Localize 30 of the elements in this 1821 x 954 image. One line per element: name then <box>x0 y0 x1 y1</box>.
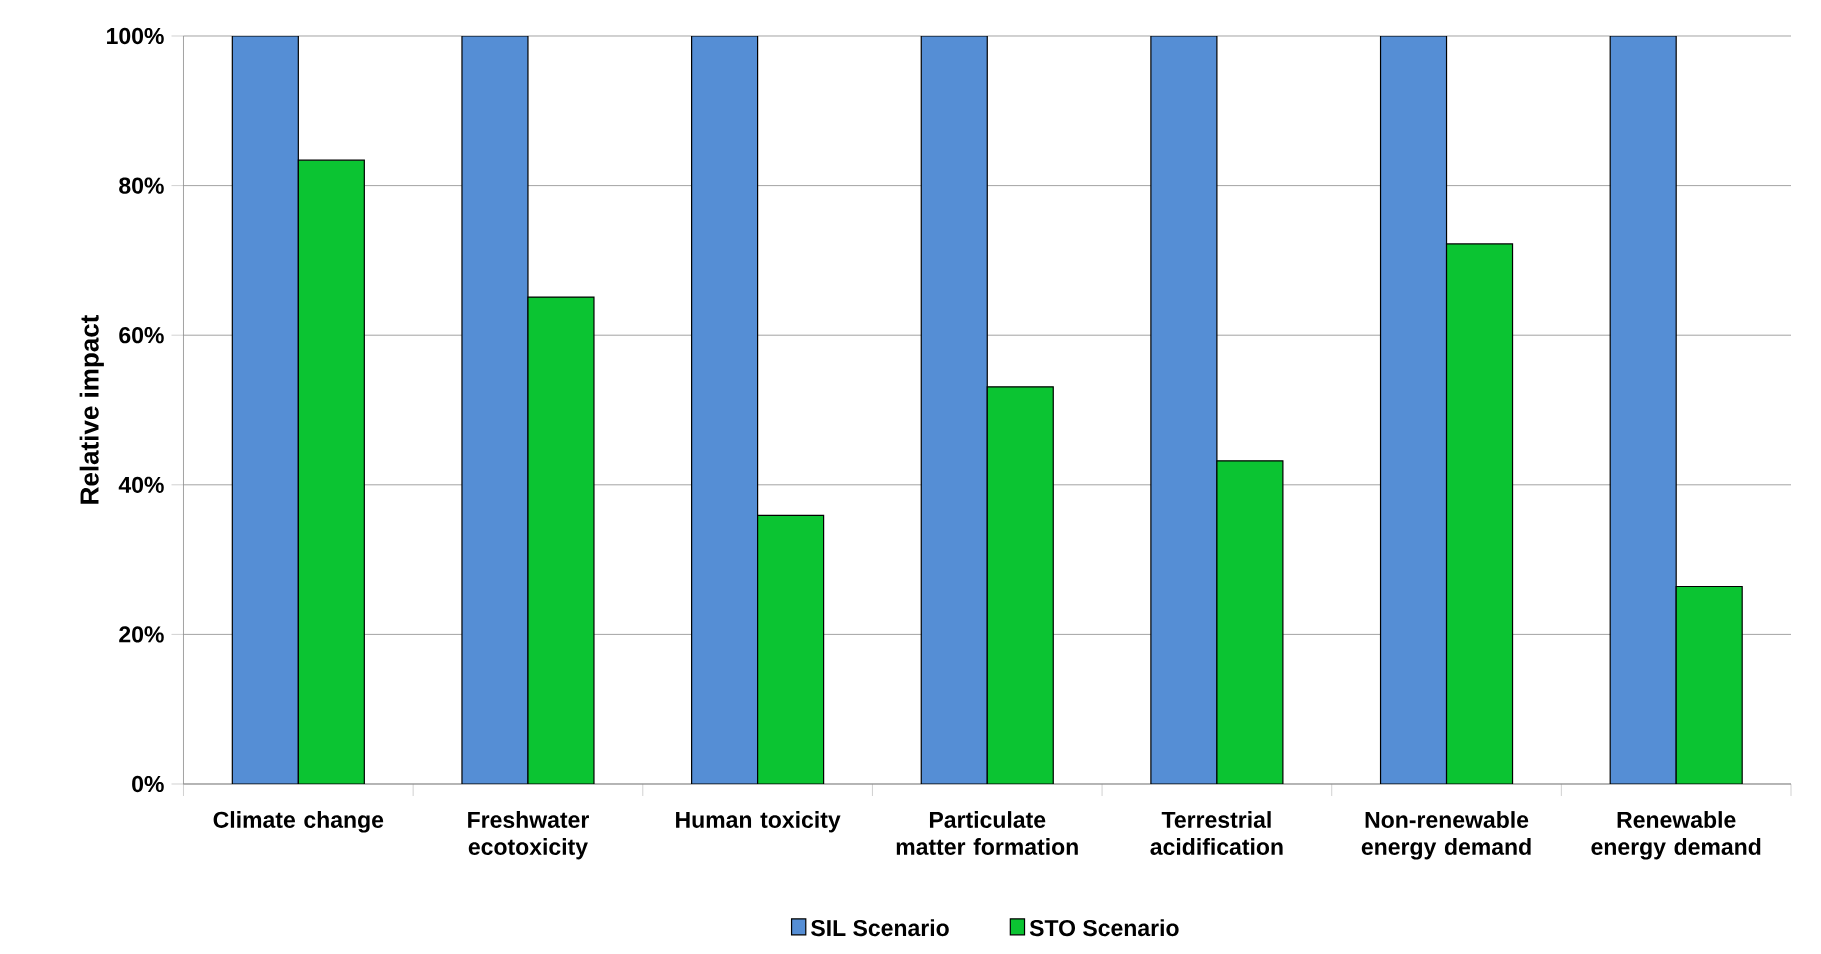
y-tick-label: 40% <box>118 476 164 493</box>
bar <box>297 159 365 784</box>
y-tick-label: 80% <box>119 177 164 194</box>
y-tick-label: 60% <box>119 327 164 344</box>
bar <box>986 386 1054 784</box>
bar <box>461 35 529 784</box>
x-tick-label: Human toxicity <box>676 811 841 833</box>
x-tick-label: Renewable energy demand <box>1591 811 1761 860</box>
bar <box>1379 35 1448 784</box>
x-tick-label: Non-renewable energy demand <box>1361 811 1531 860</box>
y-tick-label: 0% <box>132 775 164 793</box>
bar <box>920 35 988 784</box>
x-tick-label: Freshwater ecotoxicity <box>468 811 589 860</box>
y-axis-title: Relative impact <box>79 314 104 504</box>
y-tick-label: 20% <box>119 626 164 643</box>
bar <box>1216 460 1284 784</box>
bar <box>527 296 595 784</box>
legend-label: SIL Scenario <box>811 919 949 937</box>
bar <box>1609 35 1677 784</box>
bar <box>1675 585 1743 784</box>
y-tick-label: 100% <box>107 27 164 45</box>
x-tick-label: Particulate matter formation <box>896 811 1078 855</box>
legend-label: STO Scenario <box>1029 919 1179 937</box>
bar <box>691 35 759 784</box>
bar <box>1445 243 1514 784</box>
x-tick-label: Terrestrial acidification <box>1150 811 1283 855</box>
bar <box>757 514 825 784</box>
bar <box>231 35 299 784</box>
x-tick-label: Climate change <box>213 811 384 833</box>
bar <box>1150 35 1218 784</box>
